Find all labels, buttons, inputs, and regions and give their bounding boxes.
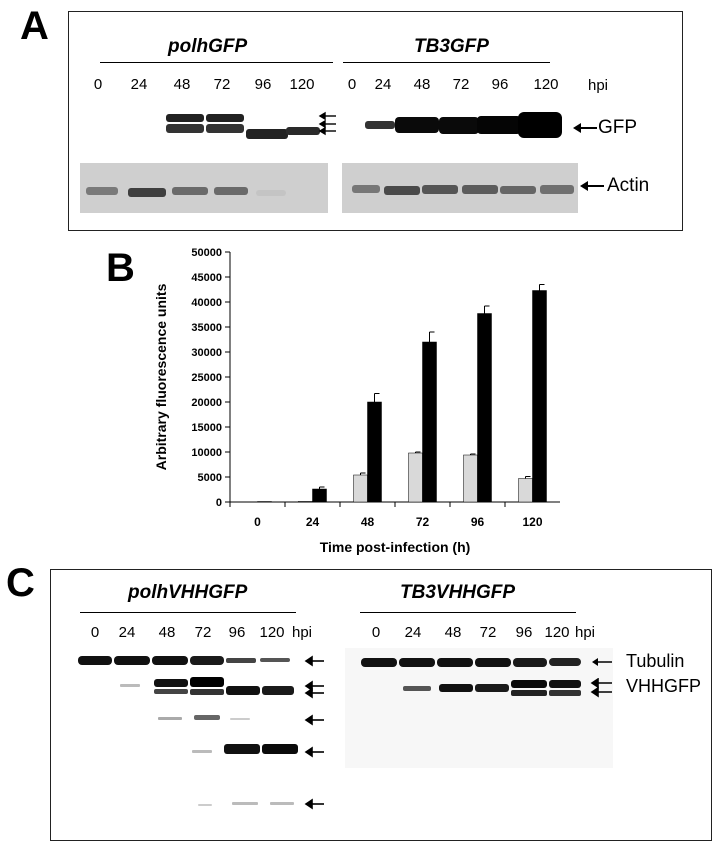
tubulin-arrow: [592, 658, 612, 666]
panel-c-left-construct: polhVHHGFP: [128, 582, 248, 603]
bar-mark: [463, 454, 478, 503]
lane-label: 0: [371, 624, 381, 641]
y-tick-label: 10000: [191, 447, 222, 459]
lane-label: 120: [544, 624, 570, 641]
panel-c-left-rule: [80, 612, 296, 613]
vhhgfp-arrows: [590, 678, 612, 698]
x-tick-label: 72: [416, 515, 430, 529]
panel-a-left-construct: polhGFP: [168, 36, 248, 57]
lane-label: 72: [194, 624, 212, 641]
panel-c-left-unit-label: hpi: [292, 624, 313, 641]
lane-label: 0: [90, 624, 100, 641]
gfp-marker-arrows: [318, 111, 336, 136]
panel-a-unit-label: hpi: [588, 77, 609, 94]
lane-label: 72: [452, 76, 470, 93]
actin-arrow: [580, 181, 604, 191]
lane-label: 48: [173, 76, 191, 93]
panel-c-right-construct: TB3VHHGFP: [400, 582, 516, 603]
panel-c-right-rule: [360, 612, 576, 613]
panel-a-actin-blot-tb3: [342, 163, 578, 213]
y-tick-label: 40000: [191, 297, 222, 309]
y-tick-label: 5000: [198, 472, 222, 484]
panel-c-left-arrows: [304, 655, 324, 810]
y-tick-label: 50000: [191, 247, 222, 259]
gfp-bands-polh: [166, 114, 320, 139]
bar-mark: [257, 501, 272, 503]
bar-mark: [243, 501, 258, 503]
bar-mark: [477, 313, 492, 503]
x-tick-label: 0: [254, 515, 261, 529]
panel-c-letter: C: [6, 561, 35, 605]
gfp-label: GFP: [598, 117, 638, 138]
lane-label: 72: [213, 76, 231, 93]
lane-label: 120: [533, 76, 559, 93]
bar-mark: [367, 401, 382, 503]
panel-a-actin-blot-polh: [80, 163, 328, 213]
panel-c-blot-tb3: [345, 648, 613, 768]
lane-label: 0: [347, 76, 357, 93]
bar-mark: [532, 290, 547, 503]
lane-label: 96: [228, 624, 246, 641]
gfp-arrow: [573, 123, 597, 133]
fluorescence-bar-chart: 0 5000 10000 15000 20000 25000 30000 35000 40000…: [153, 247, 560, 555]
tubulin-label: Tubulin: [626, 651, 685, 671]
bar-mark: [298, 501, 313, 503]
x-tick-label: 48: [361, 515, 375, 529]
lane-label: 96: [254, 76, 272, 93]
lane-label: 0: [93, 76, 103, 93]
panel-a-right-rule: [343, 62, 550, 63]
bar-mark: [518, 478, 533, 503]
panel-c-blot-polh: [78, 656, 298, 806]
vhhgfp-bands-tb3: [403, 680, 581, 696]
lane-label: 24: [118, 624, 136, 641]
y-axis-title: Arbitrary fluorescence units: [153, 283, 169, 470]
panel-c-frame: [50, 569, 712, 841]
y-tick-label: 25000: [191, 372, 222, 384]
lane-label: 120: [289, 76, 315, 93]
actin-label: Actin: [607, 175, 650, 196]
lane-label: 48: [413, 76, 431, 93]
lane-label: 96: [515, 624, 533, 641]
lane-label: 96: [491, 76, 509, 93]
bar-mark: [422, 341, 437, 503]
panel-a-right-construct: TB3GFP: [414, 36, 489, 57]
y-tick-label: 0: [216, 497, 222, 509]
lane-label: 72: [479, 624, 497, 641]
lane-label: 120: [259, 624, 285, 641]
bar-mark: [353, 474, 368, 503]
panel-c-right-unit-label: hpi: [575, 624, 596, 641]
x-tick-label: 120: [522, 515, 542, 529]
vhhgfp-label: VHHGFP: [626, 676, 702, 696]
panel-a-gfp-blot: [166, 111, 562, 139]
panel-a-letter: A: [20, 4, 49, 48]
vhhgfp-bands-polh: [120, 677, 298, 806]
tubulin-bands-polh: [78, 656, 290, 665]
x-tick-label: 24: [306, 515, 320, 529]
y-tick-label: 35000: [191, 322, 222, 334]
lane-label: 24: [404, 624, 422, 641]
gfp-bands-tb3: [365, 112, 562, 138]
x-tick-label: 96: [471, 515, 485, 529]
lane-label: 48: [444, 624, 462, 641]
tubulin-bands-tb3: [361, 658, 581, 667]
lane-label: 24: [130, 76, 148, 93]
bar-mark: [312, 488, 327, 503]
lane-label: 48: [158, 624, 176, 641]
y-tick-label: 15000: [191, 422, 222, 434]
bar-mark: [408, 452, 423, 503]
panel-a-left-rule: [100, 62, 333, 63]
panel-a-frame: [68, 11, 683, 231]
y-tick-label: 30000: [191, 347, 222, 359]
panel-b-letter: B: [106, 246, 135, 290]
y-tick-label: 45000: [191, 272, 222, 284]
x-axis-title: Time post-infection (h): [320, 539, 471, 555]
lane-label: 24: [374, 76, 392, 93]
y-tick-label: 20000: [191, 397, 222, 409]
